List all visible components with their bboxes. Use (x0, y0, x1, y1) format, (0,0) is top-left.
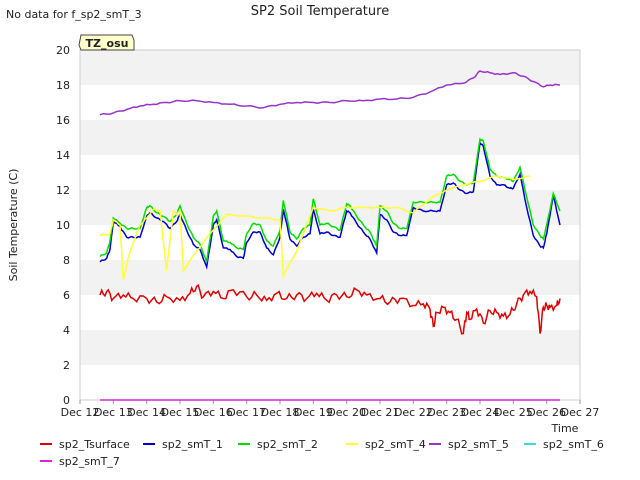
y-tick-label: 18 (56, 79, 70, 92)
station-tag-label: TZ_osu (86, 37, 129, 50)
legend-label: sp2_smT_4 (365, 438, 426, 451)
x-tick-label: Dec 12 (61, 406, 100, 419)
grid-band (80, 330, 580, 365)
x-tick-label: Dec 17 (227, 406, 266, 419)
legend-label: sp2_smT_2 (257, 438, 318, 451)
x-tick-label: Dec 16 (194, 406, 233, 419)
grid-band (80, 365, 580, 400)
grid-band (80, 120, 580, 155)
x-axis-label: Time (551, 422, 579, 435)
y-axis-label: Soil Temperature (C) (7, 169, 20, 282)
x-tick-label: Dec 24 (461, 406, 500, 419)
x-tick-label: Dec 25 (494, 406, 533, 419)
x-tick-label: Dec 22 (394, 406, 433, 419)
y-tick-label: 10 (56, 219, 70, 232)
legend-label: sp2_smT_5 (448, 438, 509, 451)
legend-label: sp2_smT_6 (543, 438, 604, 451)
series-line-sp2-smT-4 (99, 175, 531, 280)
y-tick-label: 16 (56, 114, 70, 127)
series-line-sp2-smT-5 (99, 70, 561, 116)
y-tick-label: 20 (56, 44, 70, 57)
grid-band (80, 260, 580, 295)
legend-label: sp2_Tsurface (59, 438, 130, 451)
y-tick-label: 2 (63, 359, 70, 372)
y-tick-label: 4 (63, 324, 70, 337)
x-tick-label: Dec 27 (561, 406, 600, 419)
chart-title: SP2 Soil Temperature (251, 4, 389, 19)
series-line-sp2-smT-1 (99, 140, 561, 270)
series-line-sp2-Tsurface (99, 283, 561, 335)
y-tick-label: 0 (63, 394, 70, 407)
legend-label: sp2_smT_1 (162, 438, 223, 451)
x-tick-label: Dec 21 (361, 406, 400, 419)
x-tick-label: Dec 18 (261, 406, 300, 419)
grid-band (80, 50, 580, 85)
x-tick-label: Dec 14 (127, 406, 166, 419)
x-tick-label: Dec 15 (161, 406, 200, 419)
legend: sp2_Tsurface sp2_smT_1 sp2_smT_2 sp2_smT_4 s… (40, 438, 604, 468)
x-tick-label: Dec 23 (427, 406, 466, 419)
y-axis-ticks: 0 2 4 6 8 10 12 14 16 18 20 (56, 44, 70, 407)
y-tick-label: 6 (63, 289, 70, 302)
station-tag: TZ_osu (78, 34, 135, 51)
y-tick-label: 14 (56, 149, 70, 162)
no-data-note: No data for f_sp2_smT_3 (6, 8, 142, 21)
x-tick-label: Dec 19 (294, 406, 333, 419)
y-tick-label: 12 (56, 184, 70, 197)
y-tick-label: 8 (63, 254, 70, 267)
x-tick-label: Dec 13 (94, 406, 133, 419)
series-lines (99, 70, 561, 401)
legend-label: sp2_smT_7 (59, 455, 120, 468)
grid-band (80, 225, 580, 260)
grid-band (80, 190, 580, 225)
x-tick-label: Dec 26 (527, 406, 566, 419)
x-tick-label: Dec 20 (327, 406, 366, 419)
